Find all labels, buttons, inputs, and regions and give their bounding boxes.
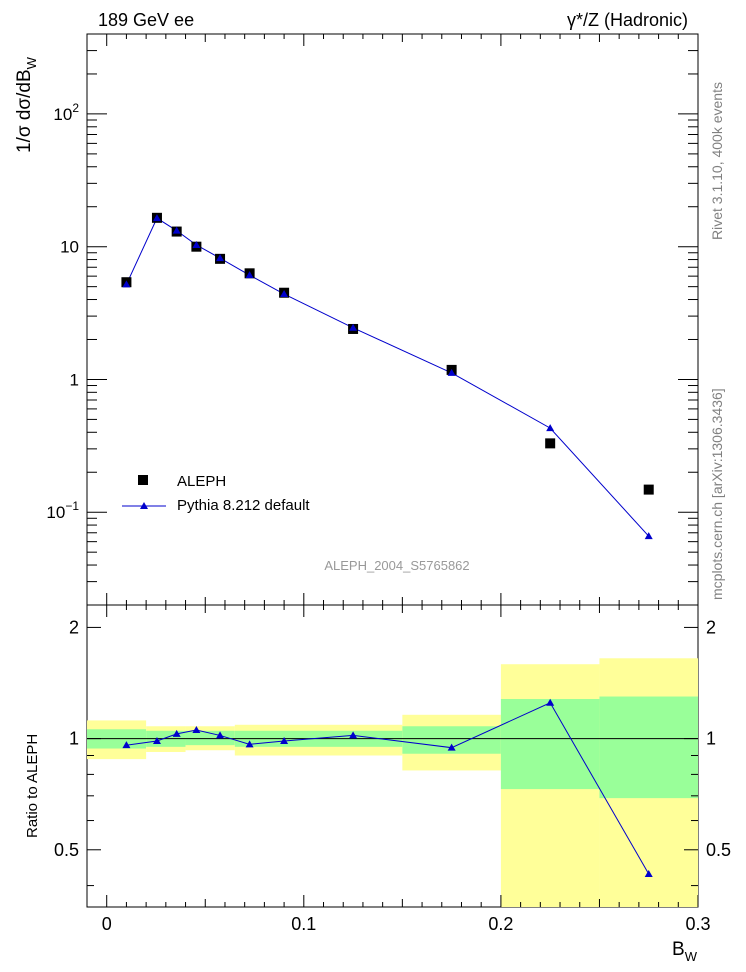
ratio-point [152,737,161,745]
ratio-inner-band-2 [185,730,235,746]
ratio-point [644,869,653,877]
mc-point [644,532,653,540]
x-tick-label: 0.1 [291,914,316,934]
ratio-point [122,741,131,749]
analysis-label: ALEPH_2004_S5765862 [324,558,469,573]
mc-point [349,323,358,331]
data-point [545,438,556,449]
legend-data-marker [138,475,148,485]
main-y-tick-label: 10 [60,238,79,257]
main-y-tick-label: 1 [70,370,79,389]
main-plot-layer: 10−1 1 10 102 [46,33,699,606]
ratio-y-tick-label-left: 0.5 [54,840,79,860]
ratio-point [192,726,201,734]
mc-point [447,368,456,376]
mc-point [122,280,131,288]
ratio-y-tick-label-right: 1 [706,729,716,749]
ratio-point [245,740,254,748]
x-axis-label: BW [672,939,698,964]
ratio-plot-layer: 0 0.1 0.2 0.3 0.5 0.5 1 1 2 2 [54,605,731,934]
ratio-point [349,731,358,739]
main-y-tick-label: 10−1 [46,499,79,522]
main-y-axis-label: 1/σ dσ/dBW [14,56,39,153]
mcplots-label: mcplots.cern.ch [arXiv:1306.3436] [709,388,725,600]
ratio-y-tick-label-right: 2 [706,617,716,637]
mc-point [245,271,254,279]
x-tick-label: 0.3 [685,914,710,934]
ratio-inner-band-6 [599,696,698,799]
ratio-point [172,729,181,737]
main-plot-frame [86,33,699,606]
x-tick-label: 0.2 [488,914,513,934]
rivet-version-label: Rivet 3.1.10, 400k events [709,82,725,240]
ratio-y-tick-label-left: 2 [69,617,79,637]
main-y-tick-label: 102 [53,101,79,124]
ratio-point [447,743,456,751]
ratio-point [216,731,225,739]
data-point [643,484,654,495]
header-left-label: 189 GeV ee [98,10,194,30]
ratio-y-tick-label-right: 0.5 [706,840,731,860]
ratio-point [280,737,289,745]
legend-data-label: ALEPH [177,473,226,490]
mc-point [152,214,161,222]
mc-point [280,290,289,298]
mc-point [172,226,181,234]
x-tick-label: 0 [102,914,112,934]
ratio-y-axis-label: Ratio to ALEPH [24,734,41,838]
ratio-y-tick-label-left: 1 [69,729,79,749]
mc-point [546,424,555,432]
mc-point [192,240,201,248]
legend-mc-marker [140,502,148,509]
header-right-label: γ*/Z (Hadronic) [567,10,688,30]
mc-point [216,254,225,262]
legend-mc-label: Pythia 8.212 default [177,497,310,514]
ratio-inner-band-5 [500,699,600,790]
ratio-point [546,698,555,706]
